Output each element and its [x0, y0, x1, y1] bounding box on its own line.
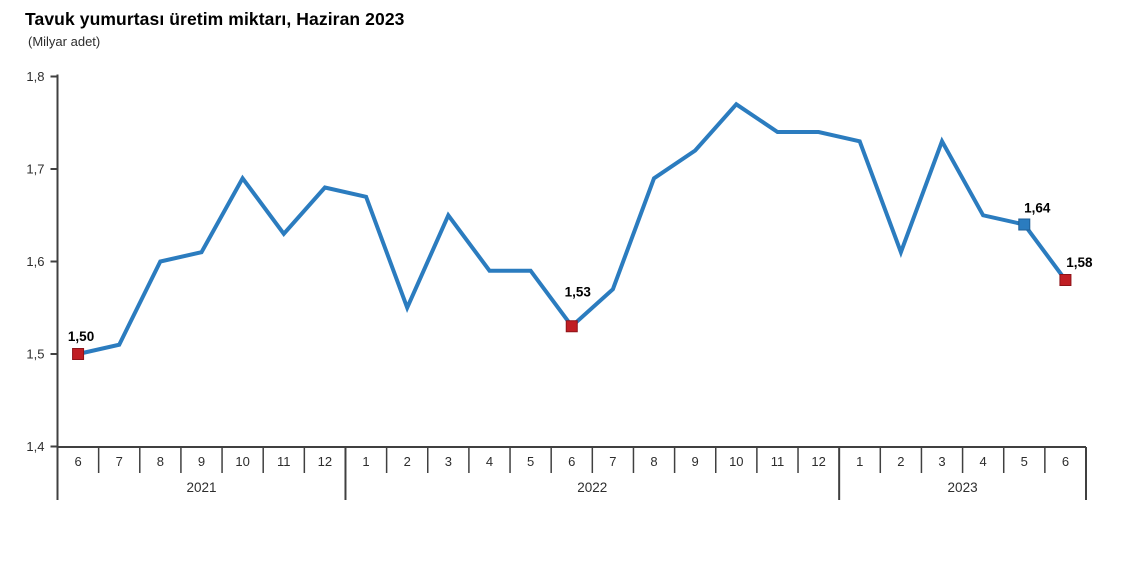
month-label: 5 [1021, 454, 1028, 469]
data-marker-red [565, 320, 578, 333]
year-label: 2023 [948, 480, 978, 495]
data-marker-red [72, 348, 85, 360]
month-label: 11 [277, 454, 291, 469]
month-label: 5 [527, 454, 534, 469]
data-marker-red [1059, 274, 1072, 286]
month-label: 7 [609, 454, 616, 469]
data-marker-blue [1018, 218, 1031, 231]
year-label: 2021 [186, 480, 216, 495]
month-label: 11 [771, 454, 785, 469]
month-label: 6 [1062, 454, 1069, 469]
y-tick-label: 1,5 [26, 347, 44, 362]
data-point-label: 1,64 [1024, 201, 1051, 216]
month-label: 9 [692, 454, 699, 469]
y-tick-label: 1,7 [26, 162, 44, 177]
data-point-label: 1,53 [565, 284, 592, 299]
y-tick-label: 1,6 [26, 254, 44, 269]
month-label: 1 [362, 454, 369, 469]
data-point-label: 1,50 [68, 329, 94, 344]
chart-header: Tavuk yumurtası üretim miktarı, Haziran … [25, 9, 405, 49]
month-label: 6 [74, 454, 81, 469]
month-label: 3 [445, 454, 452, 469]
month-label: 7 [116, 454, 123, 469]
month-label: 12 [318, 454, 332, 469]
month-label: 12 [811, 454, 825, 469]
month-label: 4 [980, 454, 987, 469]
data-line [76, 101, 1068, 356]
chart-title: Tavuk yumurtası üretim miktarı, Haziran … [25, 9, 405, 29]
year-label: 2022 [577, 480, 607, 495]
month-label: 4 [486, 454, 493, 469]
y-tick-label: 1,8 [26, 69, 44, 84]
month-label: 2 [897, 454, 904, 469]
month-label: 2 [404, 454, 411, 469]
month-label: 1 [856, 454, 863, 469]
month-label: 10 [729, 454, 743, 469]
month-label: 9 [198, 454, 205, 469]
data-point-label: 1,58 [1066, 255, 1093, 270]
y-tick-label: 1,4 [26, 439, 44, 454]
month-label: 3 [938, 454, 945, 469]
month-label: 8 [650, 454, 657, 469]
month-label: 8 [157, 454, 164, 469]
chart-subtitle: (Milyar adet) [28, 34, 101, 49]
month-label: 6 [568, 454, 575, 469]
month-label: 10 [235, 454, 249, 469]
